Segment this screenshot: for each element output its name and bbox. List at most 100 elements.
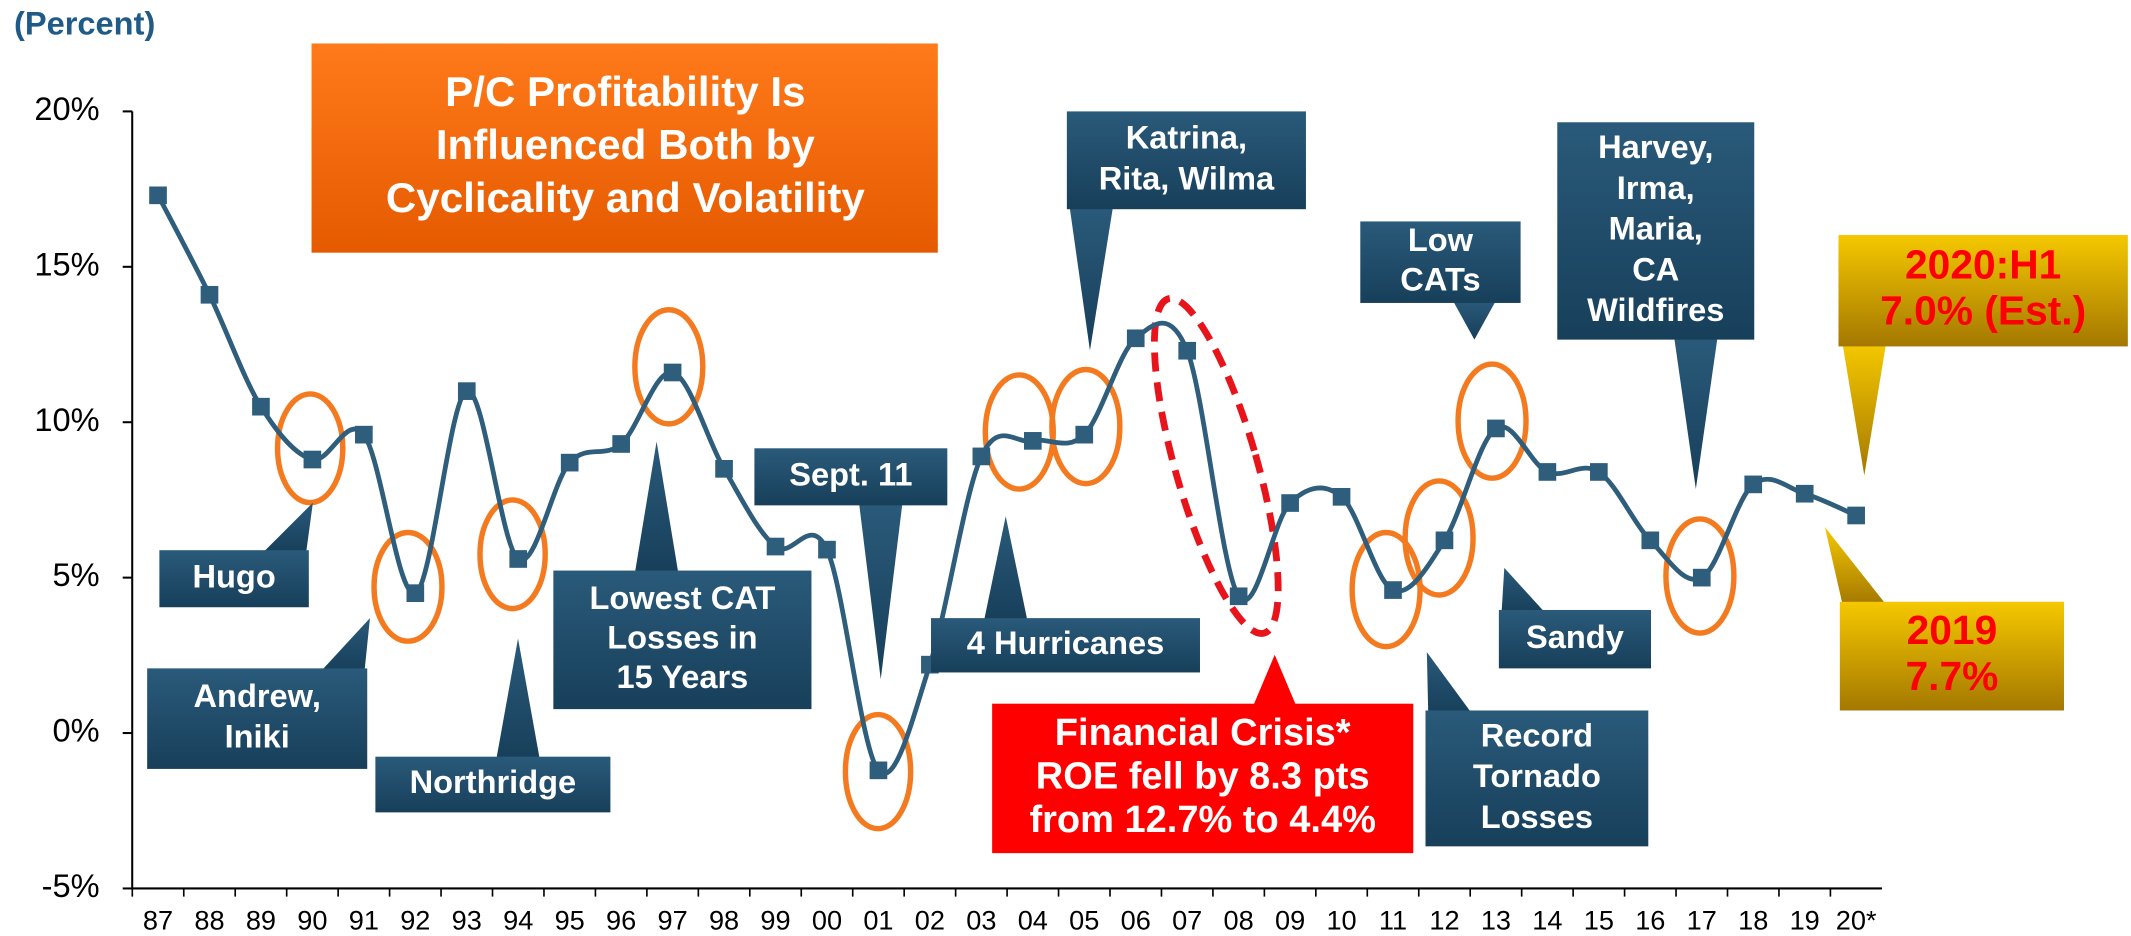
title-line: Influenced Both by xyxy=(436,121,816,168)
x-tick-label: 18 xyxy=(1738,905,1768,936)
point-marker xyxy=(1229,587,1248,606)
x-tick-label: 00 xyxy=(812,905,842,936)
highlight-ellipse xyxy=(1402,478,1476,598)
x-tick-label: 95 xyxy=(555,905,585,936)
callout-text: Andrew, xyxy=(194,677,321,714)
point-marker xyxy=(252,397,270,416)
highlight-ellipse xyxy=(1455,361,1529,481)
point-marker xyxy=(200,285,219,304)
title-line: P/C Profitability Is xyxy=(445,68,805,115)
callout-text: Katrina, xyxy=(1126,119,1247,156)
x-tick-label: 13 xyxy=(1481,905,1511,936)
x-tick-label: 98 xyxy=(709,905,739,936)
callout-pointer xyxy=(859,502,903,680)
y-tick-label: 0% xyxy=(53,712,100,749)
highlight-ellipse xyxy=(1049,366,1123,487)
point-marker xyxy=(457,382,476,400)
callout-box xyxy=(1839,601,2064,711)
callout-text: Northridge xyxy=(410,763,577,800)
callout-text: ROE fell by 8.3 pts xyxy=(1036,755,1370,797)
callout-text: Financial Crisis* xyxy=(1055,712,1351,754)
callout-text: Irma, xyxy=(1617,169,1695,206)
highlight-ellipse xyxy=(842,711,914,832)
callout-text: Hugo xyxy=(192,557,275,594)
point-marker xyxy=(715,460,733,478)
x-tick-label: 15 xyxy=(1584,905,1614,936)
x-tick-label: 01 xyxy=(863,905,893,936)
point-marker xyxy=(1126,329,1145,348)
point-marker xyxy=(1075,425,1094,444)
point-marker xyxy=(303,450,322,469)
point-marker xyxy=(1538,463,1557,481)
callout-box xyxy=(1557,122,1755,340)
callout-text: from 12.7% to 4.4% xyxy=(1029,799,1375,841)
callout-pointer xyxy=(321,618,370,672)
callout-text: Sept. 11 xyxy=(789,455,912,492)
y-tick-label: 15% xyxy=(34,245,99,282)
x-tick-label: 99 xyxy=(760,905,790,936)
x-tick-label: 87 xyxy=(143,905,173,936)
callout-text: 7.0% (Est.) xyxy=(1880,288,2086,334)
highlight-ellipse xyxy=(982,372,1056,492)
callout-pointer xyxy=(634,441,679,574)
callout-text: Sandy xyxy=(1526,618,1624,655)
x-tick-label: 17 xyxy=(1687,905,1717,936)
y-tick-label: 10% xyxy=(34,401,99,438)
x-tick-label: 06 xyxy=(1121,905,1151,936)
callout-text: Lowest CAT xyxy=(589,579,775,616)
highlight-ellipse xyxy=(1663,516,1737,636)
callout-pointer xyxy=(983,516,1028,621)
callout-text: 7.7% xyxy=(1905,653,1998,699)
x-tick-label: 02 xyxy=(915,905,945,936)
highlight-ellipse xyxy=(1349,529,1423,650)
callout-text: Record xyxy=(1481,716,1593,753)
x-tick-label: 10 xyxy=(1326,905,1356,936)
callout-box xyxy=(931,618,1200,673)
x-tick-label: 07 xyxy=(1172,905,1202,936)
x-tick-label: 16 xyxy=(1635,905,1665,936)
point-marker xyxy=(560,453,579,472)
x-tick-label: 92 xyxy=(400,905,430,936)
callout-box xyxy=(1066,111,1306,210)
point-marker xyxy=(1795,484,1814,503)
callout-text: Maria, xyxy=(1609,210,1703,247)
point-marker xyxy=(1487,419,1505,438)
point-marker xyxy=(1744,475,1763,494)
callout-box xyxy=(754,448,948,506)
x-tick-label: 20* xyxy=(1836,905,1877,936)
callout-pointer xyxy=(1252,654,1297,707)
callout-pointer xyxy=(496,638,540,760)
callout-box xyxy=(375,756,611,813)
highlight-ellipse xyxy=(371,529,445,644)
x-tick-label: 93 xyxy=(452,905,482,936)
x-tick-label: 08 xyxy=(1224,905,1254,936)
x-tick-label: 88 xyxy=(194,905,224,936)
point-marker xyxy=(1281,494,1299,512)
callout-text: Iniki xyxy=(225,718,290,755)
point-marker xyxy=(1178,341,1197,360)
point-marker xyxy=(612,435,630,453)
point-marker xyxy=(1641,531,1660,550)
point-marker xyxy=(818,540,836,559)
x-tick-label: 97 xyxy=(657,905,687,936)
x-tick-label: 94 xyxy=(503,905,533,936)
x-tick-label: 89 xyxy=(246,905,276,936)
callout-text: Tornado xyxy=(1473,757,1601,794)
callout-pointer xyxy=(1426,652,1472,714)
title-line: Cyclicality and Volatility xyxy=(386,174,866,221)
x-tick-label: 90 xyxy=(297,905,327,936)
point-marker xyxy=(1384,581,1402,599)
series-line xyxy=(155,194,1858,776)
callout-box xyxy=(992,703,1414,854)
callout-text: Losses xyxy=(1481,798,1593,835)
y-tick-label: 5% xyxy=(53,556,100,593)
callout-text: Low xyxy=(1408,221,1474,258)
x-tick-label: 09 xyxy=(1275,905,1305,936)
point-marker xyxy=(1023,432,1042,450)
callout-text: CATs xyxy=(1400,260,1480,297)
callout-text: Wildfires xyxy=(1587,291,1724,328)
x-tick-label: 19 xyxy=(1790,905,1820,936)
callout-text: CA xyxy=(1632,250,1679,287)
callout-box xyxy=(1425,710,1649,847)
x-tick-label: 91 xyxy=(349,905,379,936)
